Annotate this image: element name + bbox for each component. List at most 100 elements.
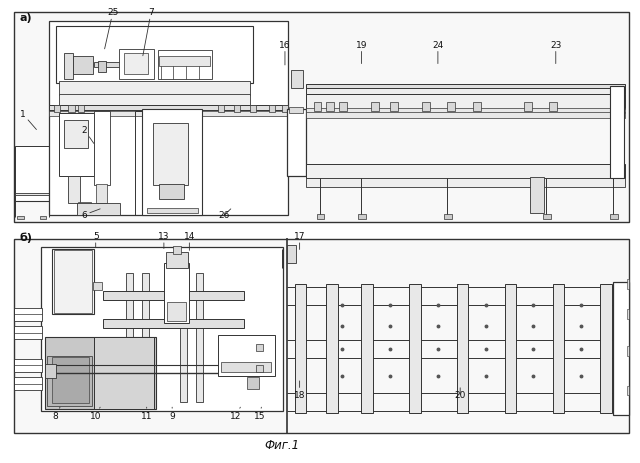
Bar — [45, 364, 56, 378]
Bar — [543, 214, 550, 219]
Bar — [314, 103, 321, 112]
Bar — [306, 109, 625, 114]
Text: 17: 17 — [294, 232, 305, 250]
Bar — [64, 54, 74, 80]
Bar — [287, 110, 306, 176]
Bar — [59, 114, 94, 176]
Bar — [78, 106, 84, 113]
Text: 25: 25 — [104, 8, 118, 50]
Bar — [524, 103, 532, 112]
Bar — [59, 82, 250, 96]
Bar — [49, 112, 288, 116]
Bar — [14, 308, 42, 321]
Text: 7: 7 — [143, 8, 154, 56]
Bar — [40, 216, 46, 220]
Text: 14: 14 — [184, 232, 195, 251]
Bar — [289, 108, 303, 114]
Bar — [49, 22, 288, 215]
Bar — [287, 245, 296, 264]
Bar — [256, 344, 262, 351]
Bar — [600, 284, 612, 413]
Bar — [306, 179, 625, 188]
Ellipse shape — [72, 64, 78, 73]
Bar — [17, 216, 24, 220]
Bar — [14, 239, 629, 432]
Text: 1: 1 — [20, 110, 36, 130]
Bar — [47, 356, 92, 407]
Bar — [246, 377, 259, 389]
Bar — [49, 106, 288, 111]
Bar — [68, 176, 80, 204]
Bar — [78, 202, 91, 206]
Bar — [14, 359, 42, 372]
Text: 15: 15 — [253, 407, 265, 420]
Bar — [64, 121, 88, 149]
Bar — [96, 185, 107, 204]
Bar — [457, 284, 468, 413]
Bar — [68, 106, 75, 113]
Bar — [119, 50, 154, 80]
Bar — [167, 303, 186, 321]
Bar — [41, 248, 283, 411]
Bar — [141, 273, 149, 402]
Bar — [94, 112, 109, 186]
Text: 19: 19 — [356, 41, 367, 64]
Bar — [54, 251, 92, 313]
Bar — [14, 377, 42, 390]
Text: 13: 13 — [158, 232, 170, 249]
Bar — [505, 284, 516, 413]
Bar — [59, 94, 250, 107]
Bar — [15, 193, 51, 195]
Bar — [256, 365, 262, 372]
Bar — [157, 51, 212, 80]
Bar — [409, 284, 420, 413]
Bar — [74, 56, 93, 75]
Bar — [317, 214, 324, 219]
Bar — [164, 264, 189, 324]
Text: 24: 24 — [432, 41, 444, 64]
Text: 10: 10 — [90, 407, 102, 420]
Bar — [218, 335, 275, 376]
Text: 23: 23 — [550, 41, 561, 64]
Bar — [627, 280, 629, 289]
Text: Фиг.1: Фиг.1 — [264, 438, 300, 450]
Bar — [422, 103, 429, 112]
Bar — [56, 27, 253, 84]
Bar — [52, 250, 94, 314]
Bar — [196, 273, 204, 402]
Text: 6: 6 — [81, 209, 100, 220]
Bar — [173, 246, 181, 255]
Bar — [390, 103, 397, 112]
Bar — [180, 273, 188, 402]
Bar — [444, 214, 452, 219]
Bar — [221, 362, 271, 372]
Bar — [371, 103, 379, 112]
Text: 5: 5 — [93, 232, 99, 248]
Bar — [234, 106, 241, 113]
Bar — [269, 106, 275, 113]
Bar — [159, 56, 211, 67]
Bar — [159, 185, 184, 199]
Ellipse shape — [537, 194, 547, 208]
Bar — [549, 103, 557, 112]
Bar — [282, 106, 288, 113]
Bar — [306, 89, 625, 95]
Text: 8: 8 — [52, 407, 60, 420]
Text: 16: 16 — [279, 41, 291, 66]
Bar — [447, 103, 455, 112]
Bar — [125, 273, 133, 402]
Bar — [294, 284, 306, 413]
Bar — [14, 327, 42, 340]
Bar — [291, 70, 303, 89]
Text: б): б) — [19, 232, 32, 243]
Text: 2: 2 — [81, 126, 94, 144]
Text: 11: 11 — [141, 407, 152, 420]
Bar — [124, 54, 148, 75]
Bar — [613, 282, 629, 416]
Bar — [618, 285, 628, 412]
Bar — [141, 110, 202, 215]
Text: 12: 12 — [230, 407, 241, 420]
Bar — [77, 204, 120, 215]
Bar — [15, 146, 51, 201]
Bar — [93, 282, 102, 290]
